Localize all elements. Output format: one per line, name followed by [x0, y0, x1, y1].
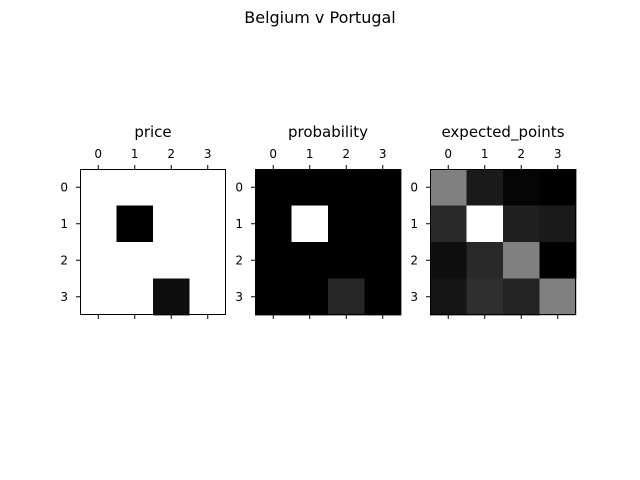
- y-tick-label: 3: [235, 290, 243, 304]
- heatmap-cell-r0-c2: [153, 169, 190, 206]
- heatmap-cell-r3-c0: [80, 278, 117, 316]
- heatmap-cell-r1-c0: [255, 205, 292, 243]
- axes-frame: [80, 169, 226, 315]
- heatmap-cell-r0-c3: [539, 169, 577, 206]
- heatmap-cell-r3-c3: [189, 278, 227, 316]
- heatmap-cell-r1-c3: [364, 205, 402, 243]
- heatmap-cell-r1-c1: [466, 205, 504, 243]
- x-tick-label: 0: [269, 147, 277, 161]
- x-tick-label: 1: [306, 147, 314, 161]
- heatmap-cell-r3-c0: [255, 278, 292, 316]
- heatmap-cell-r1-c1: [116, 205, 154, 243]
- y-tick-label: 0: [235, 180, 243, 194]
- x-tick-label: 2: [517, 147, 525, 161]
- y-tick-label: 3: [410, 290, 418, 304]
- y-tick-label: 2: [410, 253, 418, 267]
- heatmap-cell-r1-c0: [430, 205, 467, 243]
- heatmap-cell-r1-c2: [153, 205, 190, 243]
- y-tick-label: 1: [235, 217, 243, 231]
- heatmap-cell-r0-c1: [291, 169, 329, 206]
- axes-frame: [255, 169, 401, 315]
- y-tick-label: 3: [60, 290, 68, 304]
- heatmap-cell-r0-c0: [80, 169, 117, 206]
- heatmap-cell-r1-c0: [80, 205, 117, 243]
- heatmap-cell-r0-c2: [503, 169, 540, 206]
- y-tick-label: 0: [410, 180, 418, 194]
- heatmap-cell-r1-c2: [328, 205, 365, 243]
- heatmap-cell-r0-c0: [430, 169, 467, 206]
- heatmap-cell-r1-c3: [189, 205, 227, 243]
- heatmap-cell-r0-c1: [466, 169, 504, 206]
- heatmap-cell-r1-c1: [291, 205, 329, 243]
- heatmap-cell-r1-c2: [503, 205, 540, 243]
- y-tick-label: 0: [60, 180, 68, 194]
- heatmap-cell-r2-c0: [255, 242, 292, 279]
- panel-title: probability: [288, 123, 368, 141]
- heatmap-cell-r0-c1: [116, 169, 154, 206]
- heatmap-cell-r1-c3: [539, 205, 577, 243]
- heatmap-cell-r3-c2: [328, 278, 365, 316]
- x-tick-label: 3: [379, 147, 387, 161]
- heatmap-cell-r2-c3: [364, 242, 402, 279]
- figure-suptitle: Belgium v Portugal: [244, 8, 396, 27]
- y-tick-label: 2: [60, 253, 68, 267]
- panel-title: price: [134, 123, 171, 141]
- heatmap-cell-r0-c3: [189, 169, 227, 206]
- y-tick-label: 1: [410, 217, 418, 231]
- heatmap-cell-r2-c0: [430, 242, 467, 279]
- heatmap-cell-r2-c1: [291, 242, 329, 279]
- x-tick-label: 2: [167, 147, 175, 161]
- heatmap-cell-r2-c1: [116, 242, 154, 279]
- x-tick-label: 1: [481, 147, 489, 161]
- axes-frame: [430, 169, 576, 315]
- panel-title: expected_points: [441, 123, 564, 142]
- heatmap-cell-r0-c0: [255, 169, 292, 206]
- heatmap-cell-r3-c0: [430, 278, 467, 316]
- heatmap-cell-r2-c2: [503, 242, 540, 279]
- x-tick-label: 3: [554, 147, 562, 161]
- heatmap-cell-r2-c3: [539, 242, 577, 279]
- heatmap-cell-r2-c0: [80, 242, 117, 279]
- heatmap-cell-r0-c3: [364, 169, 402, 206]
- x-tick-label: 3: [204, 147, 212, 161]
- y-tick-label: 1: [60, 217, 68, 231]
- heatmap-cell-r3-c1: [466, 278, 504, 316]
- heatmap-cell-r3-c3: [364, 278, 402, 316]
- heatmap-panel-2: expected_points 0 1 2 3 0 1 2 3: [410, 123, 577, 319]
- heatmap-cell-r2-c3: [189, 242, 227, 279]
- x-tick-label: 0: [444, 147, 452, 161]
- heatmap-cell-r3-c2: [153, 278, 190, 316]
- heatmap-cell-r0-c2: [328, 169, 365, 206]
- y-tick-label: 2: [235, 253, 243, 267]
- heatmap-cell-r3-c3: [539, 278, 577, 316]
- x-tick-label: 1: [131, 147, 139, 161]
- heatmap-cell-r2-c2: [328, 242, 365, 279]
- x-tick-label: 0: [94, 147, 102, 161]
- heatmap-cell-r3-c1: [116, 278, 154, 316]
- heatmap-cell-r2-c1: [466, 242, 504, 279]
- heatmap-cell-r3-c1: [291, 278, 329, 316]
- heatmap-cell-r2-c2: [153, 242, 190, 279]
- x-tick-label: 2: [342, 147, 350, 161]
- heatmap-panel-1: probability 0 1 2 3 0 1 2 3: [235, 123, 402, 319]
- heatmap-cell-r3-c2: [503, 278, 540, 316]
- heatmap-panel-0: price 0 1 2 3 0 1 2 3: [60, 123, 227, 319]
